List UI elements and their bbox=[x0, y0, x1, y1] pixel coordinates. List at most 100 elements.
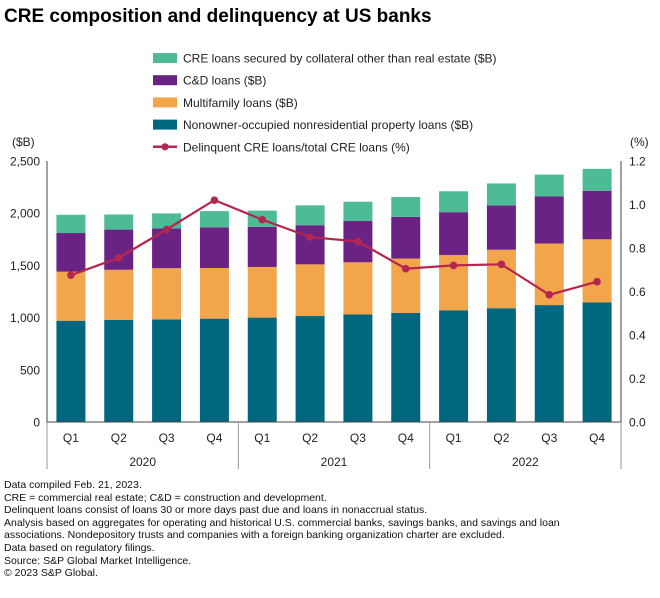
x-tick-label: Q1 bbox=[446, 431, 462, 445]
footnotes: Data compiled Feb. 21, 2023. CRE = comme… bbox=[4, 479, 560, 580]
footnote-copyright: © 2023 S&P Global. bbox=[4, 567, 98, 580]
y-tick-label: 1,000 bbox=[10, 311, 40, 325]
x-tick-label: Q3 bbox=[541, 431, 557, 445]
chart: CRE loans secured by collateral other th… bbox=[10, 52, 649, 469]
legend-label-0: Nonowner-occupied nonresidential propert… bbox=[183, 118, 473, 132]
y-tick-label: 2,500 bbox=[10, 155, 40, 169]
x-tick-label: Q3 bbox=[350, 431, 366, 445]
footnote-abbreviations: CRE = commercial real estate; C&D = cons… bbox=[4, 491, 327, 504]
bar-segment-s1 bbox=[199, 268, 229, 319]
delinquency-point bbox=[258, 215, 267, 224]
delinquency-point bbox=[210, 196, 219, 204]
chart-title: CRE composition and delinquency at US ba… bbox=[4, 6, 432, 27]
delinquency-line bbox=[70, 198, 598, 296]
bar-segment-s0 bbox=[582, 302, 612, 422]
x-tick-label: Q1 bbox=[254, 431, 270, 445]
delinquency-point bbox=[162, 225, 171, 234]
bar-segment-s1 bbox=[56, 271, 86, 321]
footnote-delinquent-definition: Delinquent loans consist of loans 30 or … bbox=[4, 504, 428, 517]
bar-segment-s1 bbox=[247, 266, 277, 318]
bar-segment-s1 bbox=[343, 262, 373, 315]
bar-segment-s3 bbox=[343, 201, 373, 222]
delinquency-point bbox=[545, 290, 554, 299]
bar-segment-s2 bbox=[534, 196, 564, 244]
legend-label-3: CRE loans secured by collateral other th… bbox=[183, 52, 497, 66]
bar-segment-s3 bbox=[486, 183, 516, 206]
legend-swatch-3 bbox=[153, 53, 177, 63]
x-tick-label: Q2 bbox=[111, 431, 127, 445]
x-tick-label: Q2 bbox=[493, 431, 509, 445]
delinquency-point bbox=[449, 261, 458, 270]
bar-segment-s0 bbox=[152, 319, 182, 422]
legend-swatch-2 bbox=[153, 75, 177, 86]
x-tick-label: Q1 bbox=[63, 431, 79, 445]
bar-segment-s3 bbox=[199, 211, 229, 228]
bar-segment-s1 bbox=[152, 268, 182, 320]
bar-segment-s1 bbox=[104, 269, 134, 320]
bar-segment-s3 bbox=[534, 174, 564, 197]
y2-tick-label: 0.0 bbox=[629, 416, 646, 430]
y2-tick-label: 1.0 bbox=[629, 198, 646, 212]
bar-segment-s0 bbox=[104, 319, 134, 422]
legend-swatch-1 bbox=[153, 97, 177, 108]
bar-segment-s3 bbox=[104, 214, 134, 230]
footnote-analysis-2: associations. Nondepository trusts and c… bbox=[4, 529, 505, 542]
y2-tick-label: 0.4 bbox=[629, 329, 646, 343]
y-tick-label: 1,500 bbox=[10, 259, 40, 273]
legend-label-1: Multifamily loans ($B) bbox=[183, 96, 298, 110]
bar-segment-s0 bbox=[486, 308, 516, 422]
bar-segment-s3 bbox=[582, 168, 612, 191]
footnote-date: Data compiled Feb. 21, 2023. bbox=[4, 479, 142, 491]
y2-tick-label: 0.6 bbox=[629, 285, 646, 299]
bar-segment-s2 bbox=[247, 226, 277, 267]
x-tick-label: Q4 bbox=[589, 431, 605, 445]
delinquency-point bbox=[354, 237, 362, 246]
bar-segment-s2 bbox=[439, 212, 469, 255]
footnote-analysis-1: Analysis based on aggregates for operati… bbox=[4, 516, 560, 529]
legend-swatch-0 bbox=[153, 119, 177, 130]
bar-segment-s2 bbox=[391, 216, 421, 259]
x-tick-label: Q2 bbox=[302, 431, 318, 445]
y2-axis-label: (%) bbox=[630, 135, 649, 149]
bar-segment-s1 bbox=[295, 264, 325, 317]
year-label: 2022 bbox=[512, 455, 539, 469]
delinquency-point bbox=[401, 264, 410, 273]
delinquency-point bbox=[497, 260, 506, 269]
year-label: 2020 bbox=[129, 455, 156, 469]
bar-segment-s0 bbox=[534, 305, 564, 422]
bar-segment-s0 bbox=[247, 317, 277, 422]
bar-segment-s3 bbox=[391, 197, 421, 217]
x-tick-label: Q3 bbox=[159, 431, 175, 445]
y-axis-label: ($B) bbox=[12, 135, 35, 149]
delinquency-point bbox=[593, 277, 601, 286]
y-tick-label: 0 bbox=[33, 416, 40, 430]
bar-segment-s0 bbox=[439, 310, 469, 422]
bar-segment-s0 bbox=[391, 312, 421, 422]
bar-segment-s0 bbox=[199, 318, 229, 422]
bar-segment-s2 bbox=[104, 229, 134, 270]
bar-segment-s3 bbox=[295, 205, 325, 226]
bar-segment-s2 bbox=[486, 205, 516, 250]
footnote-regulatory: Data based on regulatory filings. bbox=[4, 541, 155, 554]
legend-label-delinquency: Delinquent CRE loans/total CRE loans (%) bbox=[183, 140, 410, 154]
delinquency-point bbox=[67, 271, 75, 279]
year-label: 2021 bbox=[321, 455, 348, 469]
bar-segment-s1 bbox=[582, 239, 612, 303]
bar-segment-s0 bbox=[343, 314, 373, 422]
bar-segment-s0 bbox=[295, 316, 325, 422]
y-tick-label: 2,000 bbox=[10, 207, 40, 221]
y2-tick-label: 0.8 bbox=[629, 242, 646, 256]
legend-label-2: C&D loans ($B) bbox=[183, 74, 266, 88]
delinquency-point bbox=[114, 253, 123, 262]
bar-segment-s1 bbox=[486, 249, 516, 309]
bar-segment-s2 bbox=[199, 227, 229, 269]
bar-segment-s2 bbox=[295, 225, 325, 265]
x-tick-label: Q4 bbox=[398, 431, 414, 445]
bar-segment-s0 bbox=[56, 320, 86, 422]
y2-tick-label: 0.2 bbox=[629, 372, 646, 386]
y-tick-label: 500 bbox=[20, 363, 40, 377]
y2-tick-label: 1.2 bbox=[629, 155, 646, 169]
bar-segment-s3 bbox=[56, 214, 86, 234]
bar-segment-s3 bbox=[439, 191, 469, 213]
delinquency-point bbox=[306, 233, 314, 241]
